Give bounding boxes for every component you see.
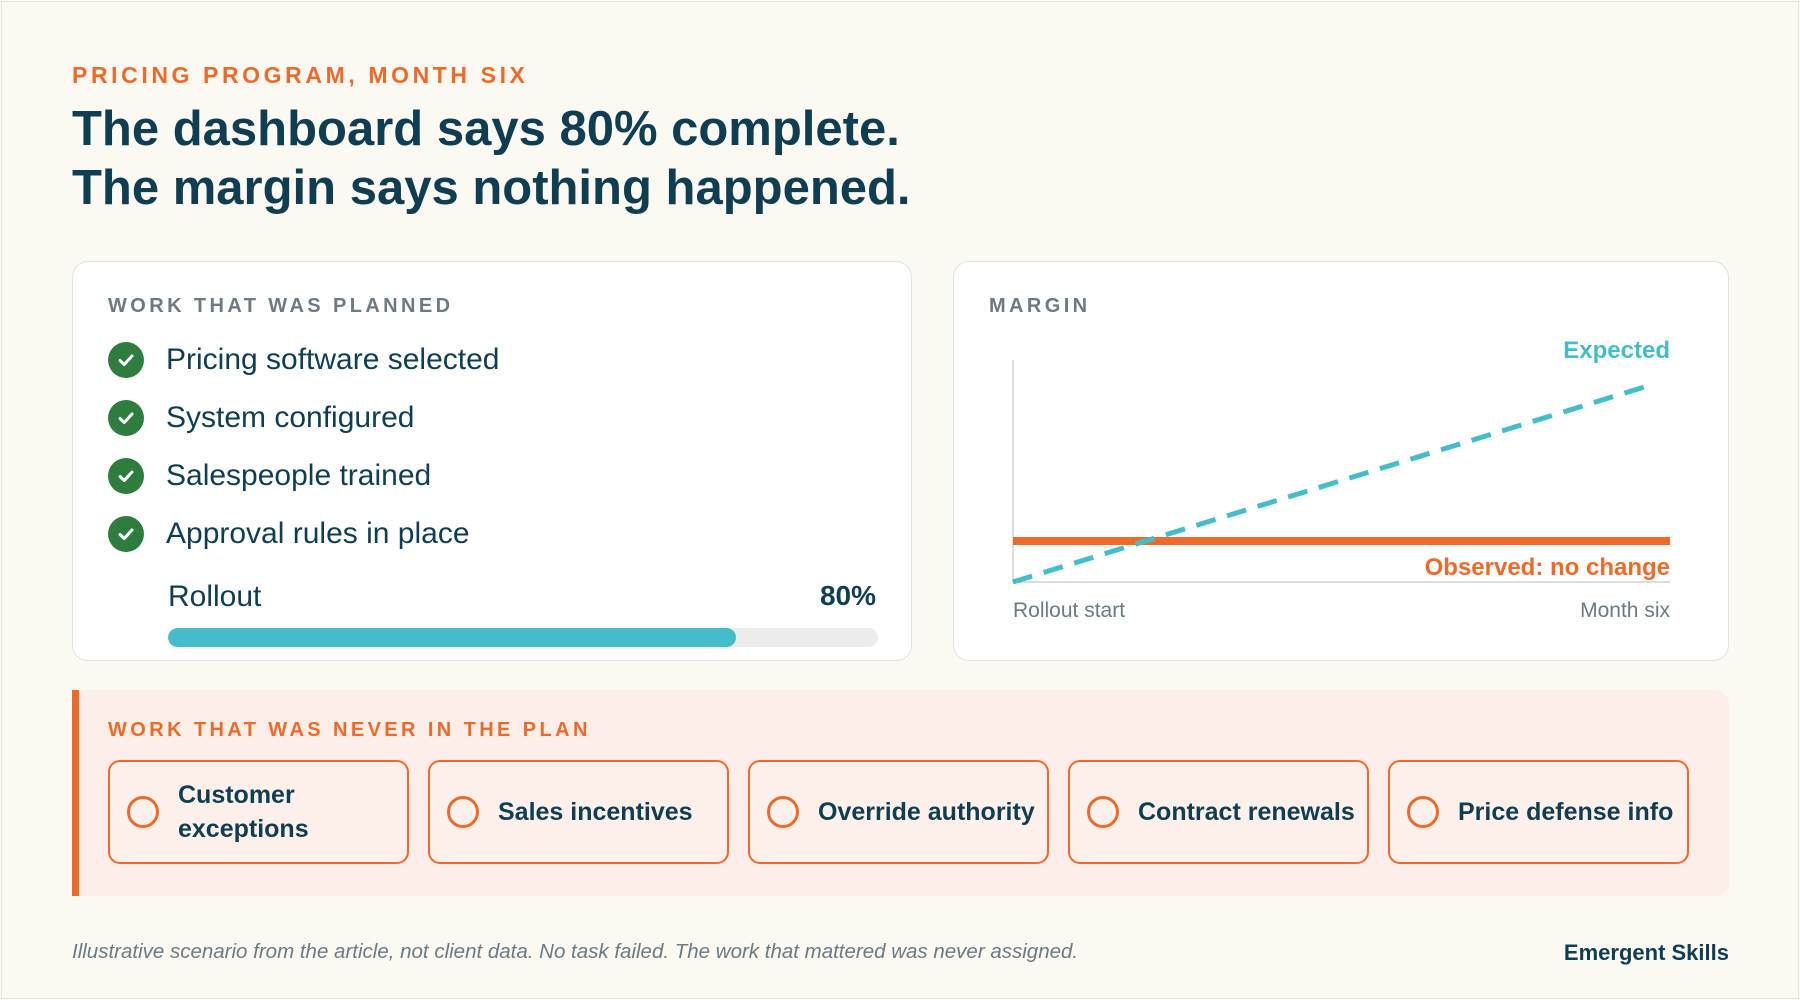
margin-chart: Expected Observed: no change Rollout sta…: [1012, 337, 1670, 622]
task-label: Pricing software selected: [166, 343, 500, 376]
unplanned-work-label: WORK THAT WAS NEVER IN THE PLAN: [108, 719, 591, 741]
task-label: Salespeople trained: [166, 459, 432, 492]
unplanned-work-panel: WORK THAT WAS NEVER IN THE PLAN Customer…: [72, 690, 1729, 896]
unplanned-item: Customer exceptions: [108, 760, 409, 864]
page-title: The dashboard says 80% complete. The mar…: [72, 100, 911, 218]
planned-work-label: WORK THAT WAS PLANNED: [108, 295, 454, 317]
planned-work-card: WORK THAT WAS PLANNED Pricing software s…: [72, 261, 912, 661]
eyebrow: PRICING PROGRAM, MONTH SIX: [72, 62, 529, 88]
unplanned-item-label: Customer exceptions: [178, 781, 309, 843]
open-circle-icon: [447, 796, 479, 828]
expected-label: Expected: [1563, 337, 1670, 364]
open-circle-icon: [767, 796, 799, 828]
check-icon: [108, 516, 144, 552]
check-icon: [108, 458, 144, 494]
expected-line: [1012, 381, 1655, 585]
task-item: System configured: [108, 398, 414, 438]
unplanned-item-label: Price defense info: [1458, 798, 1674, 826]
headline-line-1: The dashboard says 80% complete.: [72, 102, 900, 156]
margin-card: MARGIN Expected Observed: no change Roll…: [953, 261, 1729, 661]
unplanned-item-label: Sales incentives: [498, 798, 693, 826]
task-label: System configured: [166, 401, 415, 434]
observed-label: Observed: no change: [1425, 554, 1670, 581]
unplanned-item: Contract renewals: [1068, 760, 1369, 864]
check-icon: [108, 400, 144, 436]
unplanned-item: Override authority: [748, 760, 1049, 864]
open-circle-icon: [1407, 796, 1439, 828]
unplanned-item: Sales incentives: [428, 760, 729, 864]
rollout-progress-bar: [168, 628, 878, 647]
open-circle-icon: [127, 796, 159, 828]
footnote: Illustrative scenario from the article, …: [72, 940, 1079, 963]
check-icon: [108, 342, 144, 378]
unplanned-item: Price defense info: [1388, 760, 1689, 864]
margin-label: MARGIN: [989, 295, 1091, 317]
brand-name: Emergent Skills: [1563, 940, 1729, 965]
unplanned-item-label: Contract renewals: [1138, 798, 1355, 826]
task-label: Approval rules in place: [166, 517, 470, 550]
task-item: Salespeople trained: [108, 456, 431, 496]
headline-line-2: The margin says nothing happened.: [72, 161, 911, 215]
x-start-label: Rollout start: [1013, 599, 1125, 622]
rollout-percent: 80%: [819, 580, 876, 611]
rollout-progress-fill: [168, 628, 736, 647]
unplanned-item-label: Override authority: [818, 798, 1035, 826]
task-item: Pricing software selected: [108, 340, 500, 380]
x-end-label: Month six: [1580, 599, 1670, 622]
open-circle-icon: [1087, 796, 1119, 828]
rollout-label: Rollout: [168, 580, 262, 613]
task-item: Approval rules in place: [108, 514, 470, 554]
